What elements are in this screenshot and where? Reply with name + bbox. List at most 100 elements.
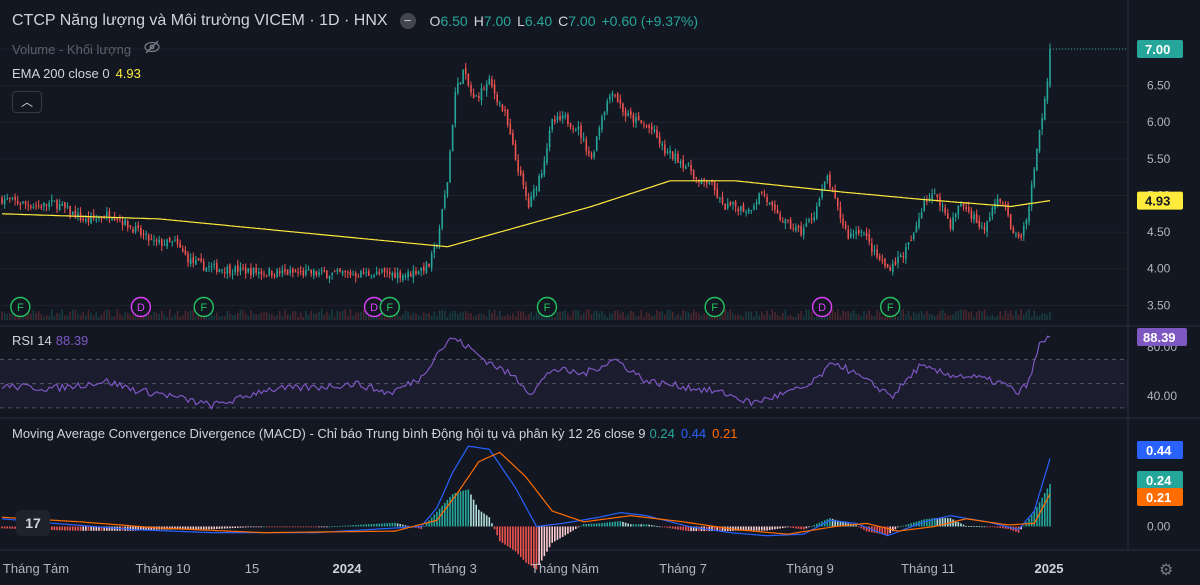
macd-histogram-bar (129, 526, 132, 531)
candle-body (923, 200, 926, 212)
volume-bar (928, 313, 931, 320)
macd-histogram-bar (381, 523, 383, 527)
volume-bar (56, 313, 58, 320)
volume-bar (179, 316, 181, 320)
ema-legend[interactable]: EMA 200 close 0 4.93 (12, 66, 141, 81)
macd-histogram-bar (939, 518, 941, 527)
dividend-marker: D (811, 296, 833, 318)
macd-histogram-bar (661, 526, 664, 528)
macd-histogram-bar (779, 526, 781, 529)
candle-body (928, 198, 931, 200)
macd-histogram-bar (493, 526, 496, 530)
macd-label: Moving Average Convergence Divergence (M… (12, 426, 646, 441)
macd-histogram-bar (365, 524, 367, 527)
volume-bar (234, 314, 236, 320)
candle-body (381, 270, 383, 272)
macd-histogram-bar (195, 526, 197, 530)
volume-bar (1007, 313, 1009, 320)
macd-histogram-bar (962, 524, 965, 527)
macd-histogram-bar (451, 494, 454, 527)
macd-histogram-value: 0.24 (649, 426, 675, 441)
candle-body (488, 78, 491, 85)
candle-body (574, 129, 577, 132)
candle-body (755, 202, 758, 205)
volume-bar (425, 314, 428, 320)
macd-legend[interactable]: Moving Average Convergence Divergence (M… (12, 426, 737, 441)
macd-histogram-bar (810, 526, 813, 527)
macd-histogram-bar (82, 526, 85, 531)
volume-legend[interactable]: Volume - Khối lượng (12, 40, 161, 57)
macd-histogram-bar (915, 521, 918, 527)
candle-body (433, 246, 436, 253)
rsi-legend[interactable]: RSI 14 88.39 (12, 333, 88, 348)
volume-bar (221, 315, 223, 320)
macd-histogram-bar (255, 526, 257, 528)
macd-histogram-bar (61, 526, 64, 531)
volume-bar (939, 310, 941, 320)
macd-histogram-bar (674, 526, 677, 530)
macd-histogram-bar (530, 526, 533, 567)
macd-histogram-bar (417, 526, 420, 529)
tradingview-logo[interactable]: 17 (16, 510, 50, 536)
candle-body (443, 194, 446, 208)
candle-body (522, 173, 525, 186)
macd-histogram-bar (826, 519, 829, 527)
volume-bar (129, 314, 132, 320)
candle-body (56, 199, 58, 209)
macd-histogram-bar (391, 522, 394, 527)
volume-bar (501, 316, 504, 320)
macd-histogram-bar (420, 526, 422, 530)
close-value: 7.00 (568, 13, 596, 29)
volume-bar (6, 314, 9, 320)
candle-body (85, 219, 87, 222)
candle-body (129, 225, 132, 227)
macd-line-value: 0.44 (680, 426, 707, 441)
volume-bar (441, 309, 443, 320)
candle-body (978, 220, 981, 227)
candle-body (37, 205, 40, 207)
macd-histogram-bar (873, 526, 876, 533)
volume-bar (690, 313, 692, 320)
candle-body (860, 231, 863, 233)
macd-histogram-bar (582, 524, 585, 527)
volume-bar (176, 310, 179, 320)
macd-histogram-bar (975, 526, 978, 528)
collapse-legend-button[interactable]: ︿ (12, 91, 42, 113)
eye-hidden-icon[interactable] (143, 40, 161, 57)
candle-body (514, 143, 517, 160)
event-marker-label: F (711, 302, 718, 314)
gear-icon[interactable]: ⚙ (1159, 562, 1174, 579)
candle-body (590, 154, 593, 158)
candle-body (320, 269, 323, 271)
macd-histogram-bar (226, 526, 229, 529)
candle-body (671, 151, 674, 159)
macd-histogram-bar (352, 525, 354, 527)
event-marker-circle (879, 296, 901, 318)
volume-bar (750, 312, 753, 320)
candle-body (999, 198, 1002, 202)
candle-body (519, 170, 522, 175)
candle-body (250, 268, 252, 276)
candle-body (1017, 233, 1020, 237)
candle-body (975, 214, 978, 223)
macd-histogram-bar (140, 526, 142, 531)
candle-body (776, 209, 779, 214)
minus-icon[interactable]: − (399, 13, 416, 29)
candle-body (260, 271, 263, 275)
candle-body (375, 271, 378, 275)
macd-histogram-bar (687, 526, 690, 532)
macd-histogram-bar (543, 526, 546, 557)
candle-body (281, 270, 284, 274)
candle-body (292, 268, 294, 273)
volume-bar (305, 311, 307, 320)
volume-bar (567, 313, 569, 320)
candle-body (658, 136, 661, 144)
volume-bar (606, 316, 609, 320)
macd-histogram-bar (470, 494, 472, 527)
volume-bar (876, 309, 878, 320)
candle-body (614, 94, 616, 96)
macd-histogram-bar (90, 526, 92, 531)
volume-bar (561, 311, 564, 320)
macd-histogram-bar (260, 526, 263, 528)
